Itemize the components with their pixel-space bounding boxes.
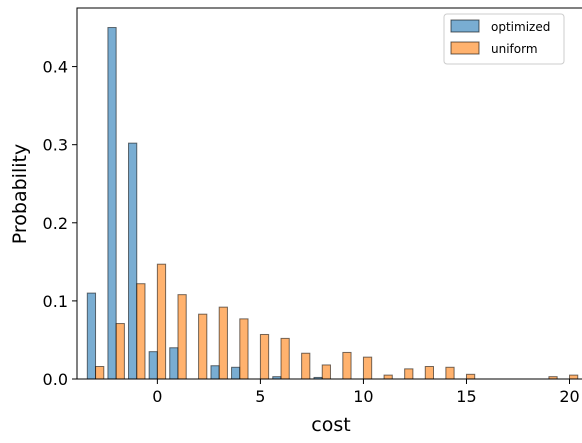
bar-optimized [148, 351, 158, 380]
x-tick-label: 15 [456, 387, 476, 406]
bar-uniform [136, 283, 146, 380]
bar-optimized [210, 365, 220, 380]
bar-uniform [569, 374, 579, 380]
plot-frame [76, 7, 582, 380]
legend: optimized uniform [443, 13, 565, 65]
x-tick-label: 5 [255, 387, 265, 406]
bar-uniform [445, 366, 455, 380]
bar-uniform [115, 323, 125, 380]
bar-uniform [301, 352, 311, 380]
bar-optimized [169, 347, 179, 380]
bar-uniform [156, 263, 167, 380]
x-tick-label: 0 [152, 387, 162, 406]
bar-uniform [239, 318, 249, 380]
legend-swatch-optimized [450, 19, 480, 33]
bar-uniform [177, 294, 187, 380]
y-tick-label: 0.0 [43, 370, 68, 389]
bar-optimized [231, 366, 241, 380]
bar-uniform [404, 368, 414, 380]
bar-uniform [383, 374, 393, 380]
y-axis-ticks: 0.0 0.1 0.2 0.3 0.4 [43, 58, 77, 389]
x-tick-label: 10 [353, 387, 373, 406]
bar-uniform [198, 313, 208, 380]
bar-uniform [95, 366, 105, 380]
uniform-bars [95, 263, 579, 380]
legend-swatch-uniform [450, 41, 480, 55]
y-tick-label: 0.4 [43, 58, 68, 77]
bar-uniform [342, 351, 352, 380]
legend-label-uniform: uniform [491, 42, 538, 56]
bar-uniform [424, 366, 435, 380]
bar-uniform [280, 337, 290, 380]
y-axis-label: Probability [9, 144, 31, 244]
bar-uniform [465, 373, 476, 380]
legend-label-optimized: optimized [491, 20, 550, 34]
bar-optimized [128, 142, 138, 380]
y-tick-label: 0.3 [43, 136, 68, 155]
bar-uniform [218, 306, 228, 380]
bar-optimized [86, 292, 97, 380]
bar-uniform [321, 364, 331, 380]
y-tick-label: 0.2 [43, 214, 68, 233]
x-axis-ticks: 0 5 10 15 20 [152, 379, 580, 406]
bar-optimized [107, 27, 117, 380]
bar-uniform [362, 356, 373, 380]
x-tick-label: 20 [559, 387, 579, 406]
y-tick-label: 0.1 [43, 292, 68, 311]
bar-uniform [259, 333, 270, 380]
x-axis-label: cost [311, 414, 350, 436]
